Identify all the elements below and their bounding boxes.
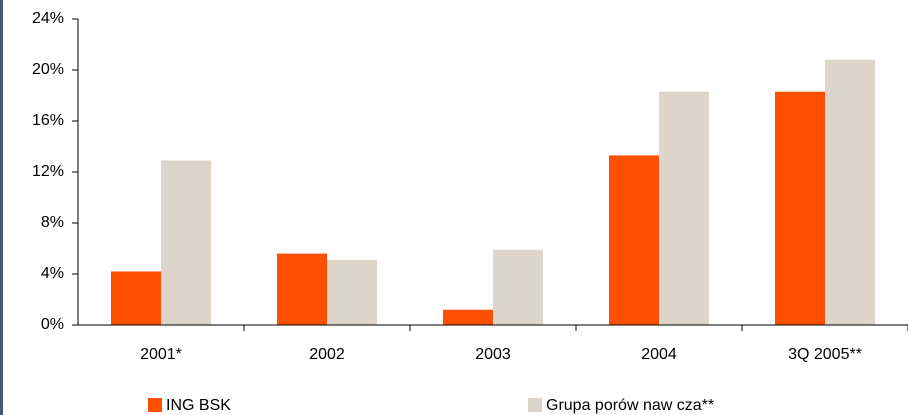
x-tick-label: 2002 <box>309 346 345 363</box>
x-tick-label: 2003 <box>475 346 511 363</box>
x-tick-label: 2004 <box>641 346 677 363</box>
bar <box>161 160 211 325</box>
y-tick-label: 20% <box>32 61 64 78</box>
bar <box>327 259 377 325</box>
bar <box>609 155 659 325</box>
y-tick-label: 4% <box>41 265 64 282</box>
y-tick-label: 8% <box>41 214 64 231</box>
frame-edge <box>0 0 3 415</box>
bar <box>277 253 327 325</box>
bar <box>775 91 825 325</box>
bar <box>443 309 493 325</box>
legend-swatch <box>528 398 542 412</box>
x-tick-label: 3Q 2005** <box>788 346 862 363</box>
y-tick-label: 0% <box>41 316 64 333</box>
legend-swatch <box>148 398 162 412</box>
x-tick-label: 2001* <box>140 346 182 363</box>
y-tick-label: 24% <box>32 10 64 27</box>
legend-label: ING BSK <box>166 397 231 414</box>
bar <box>111 271 161 325</box>
bar <box>493 249 543 325</box>
bar <box>659 91 709 325</box>
legend-label: Grupa porów naw cza** <box>546 397 714 414</box>
y-tick-label: 12% <box>32 163 64 180</box>
y-tick-label: 16% <box>32 112 64 129</box>
bar <box>825 59 875 326</box>
